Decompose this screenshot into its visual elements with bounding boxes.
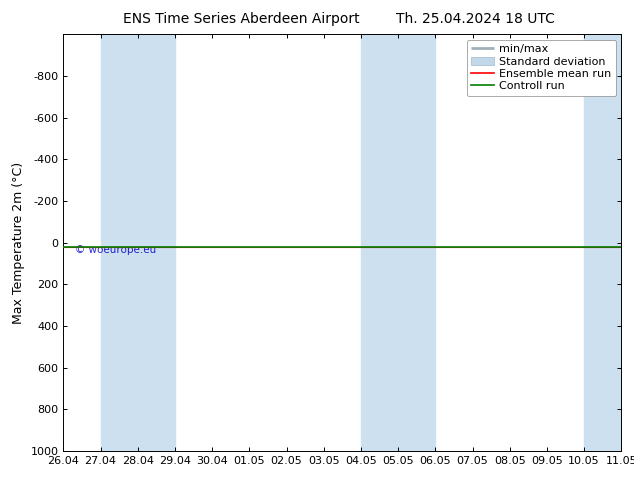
Legend: min/max, Standard deviation, Ensemble mean run, Controll run: min/max, Standard deviation, Ensemble me… bbox=[467, 40, 616, 96]
Y-axis label: Max Temperature 2m (°C): Max Temperature 2m (°C) bbox=[12, 162, 25, 323]
Text: © woeurope.eu: © woeurope.eu bbox=[75, 245, 156, 255]
Text: ENS Time Series Aberdeen Airport: ENS Time Series Aberdeen Airport bbox=[122, 12, 359, 26]
Bar bbox=[101, 34, 175, 451]
Text: Th. 25.04.2024 18 UTC: Th. 25.04.2024 18 UTC bbox=[396, 12, 555, 26]
Bar bbox=[584, 34, 621, 451]
Bar bbox=[361, 34, 436, 451]
